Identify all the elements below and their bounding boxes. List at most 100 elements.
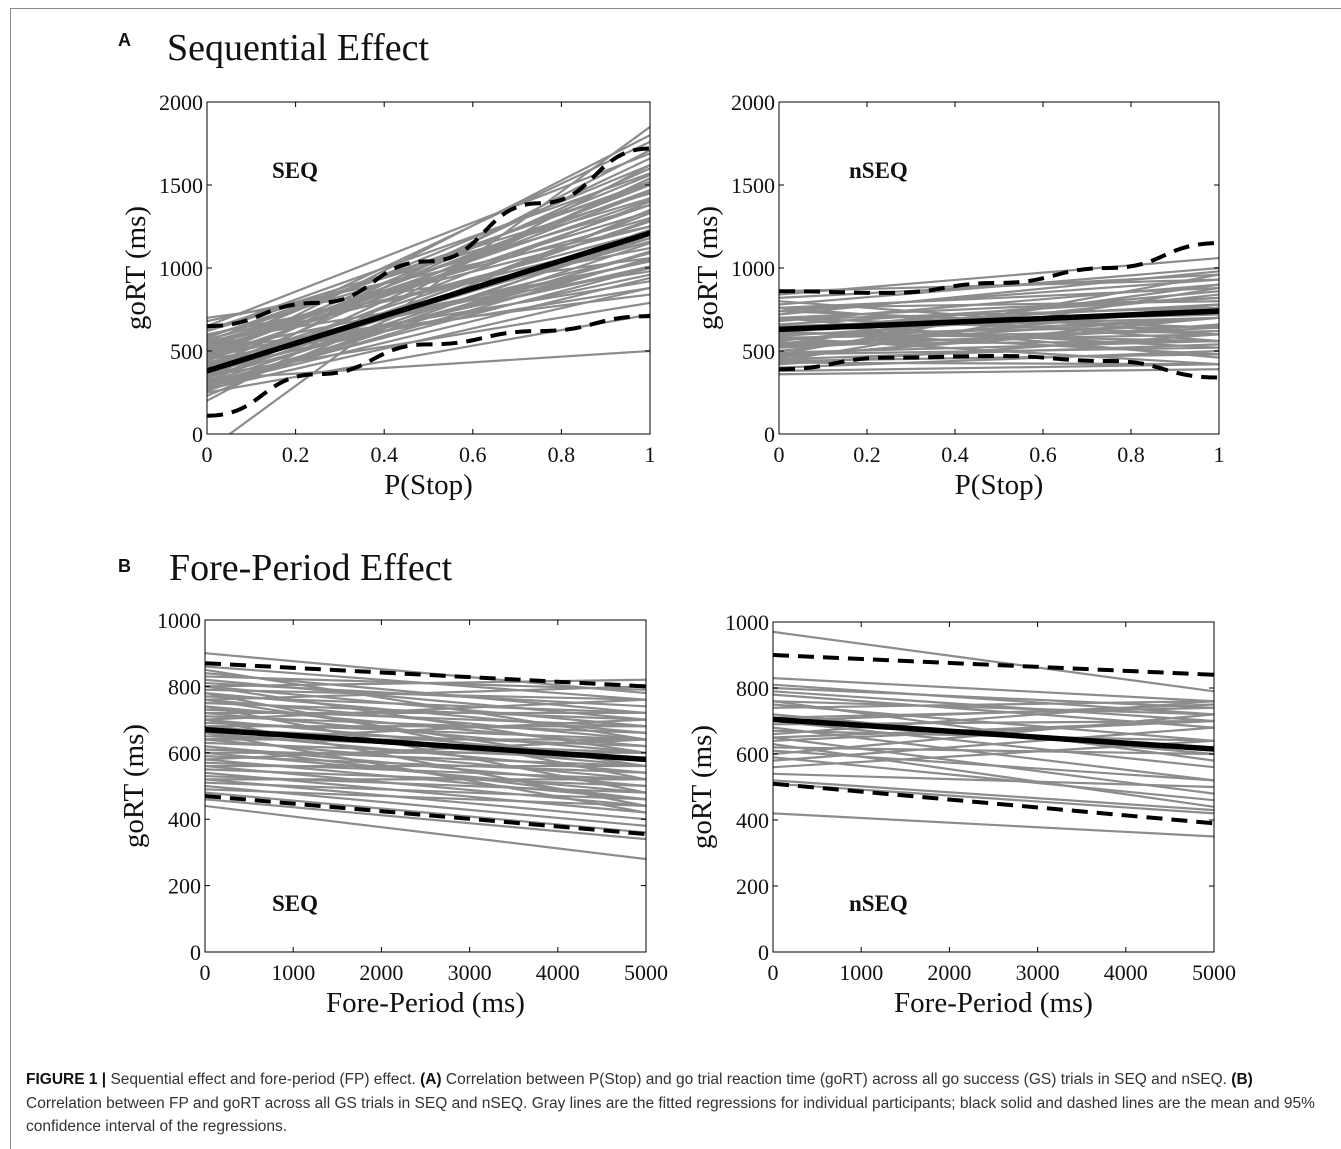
panel-a-letter: A	[118, 30, 131, 50]
caption-intro: Sequential effect and fore-period (FP) e…	[106, 1071, 421, 1088]
plot-area	[205, 652, 646, 861]
x-tick-label: 2000	[927, 960, 971, 985]
individual-regression-line	[205, 738, 646, 761]
y-tick-label: 800	[736, 676, 769, 701]
individual-regression-line	[207, 203, 650, 338]
ci-upper-line	[779, 241, 1219, 295]
y-tick-label: 1000	[159, 256, 203, 281]
y-tick-label: 400	[168, 807, 201, 832]
x-tick-label: 0.8	[1117, 442, 1145, 467]
individual-regression-line	[779, 316, 1219, 336]
individual-regression-line	[205, 668, 646, 741]
individual-regression-line	[773, 630, 1214, 693]
individual-regression-line	[207, 225, 650, 323]
individual-regression-line	[779, 300, 1219, 309]
individual-regression-line	[207, 203, 650, 359]
individual-regression-line	[773, 779, 1214, 812]
ci-upper-line	[773, 653, 1214, 677]
x-tick-label: 4000	[536, 960, 580, 985]
y-tick-label: 1000	[157, 608, 201, 633]
x-tick-label: 1000	[271, 960, 315, 985]
individual-regression-line	[773, 700, 1214, 716]
mean-regression-line	[207, 230, 650, 374]
y-tick-label: 500	[742, 339, 775, 364]
condition-label: nSEQ	[849, 891, 908, 916]
individual-regression-line	[205, 788, 646, 808]
individual-regression-line	[207, 349, 650, 381]
individual-regression-line	[205, 768, 646, 788]
y-tick-label: 0	[192, 422, 203, 447]
y-axis-label: goRT (ms)	[692, 206, 724, 330]
x-tick-label: 0.4	[370, 442, 398, 467]
individual-regression-line	[779, 286, 1219, 363]
individual-regression-line	[205, 745, 646, 801]
individual-regression-line	[205, 755, 646, 774]
x-tick-label: 0.8	[548, 442, 576, 467]
caption-a-text: Correlation between P(Stop) and go trial…	[441, 1071, 1232, 1088]
caption-a-tag: (A)	[420, 1071, 442, 1088]
x-tick-label: 5000	[1192, 960, 1236, 985]
panel-a-title: Sequential Effect	[167, 27, 430, 69]
individual-regression-line	[773, 756, 1214, 802]
y-tick-label: 200	[168, 874, 201, 899]
y-axis-label: goRT (ms)	[120, 206, 152, 330]
individual-regression-line	[779, 361, 1219, 366]
individual-regression-line	[207, 140, 650, 352]
individual-regression-line	[773, 690, 1214, 723]
individual-regression-line	[207, 152, 650, 328]
mean-regression-line	[779, 308, 1219, 333]
y-tick-label: 800	[168, 674, 201, 699]
y-axis-label: goRT (ms)	[686, 725, 718, 849]
individual-regression-line	[205, 715, 646, 734]
y-tick-label: 500	[170, 339, 203, 364]
individual-regression-line	[205, 678, 646, 688]
individual-regression-line	[205, 685, 646, 701]
individual-regression-line	[779, 363, 1219, 373]
y-tick-label: 200	[736, 874, 769, 899]
individual-regression-line	[207, 260, 650, 353]
x-tick-label: 0.2	[282, 442, 310, 467]
chart-seq-pstop: 0 0.2 0.4 0.6 0.8 1 0 500 1000 1500 2000 P(Stop) goR…	[120, 90, 656, 501]
y-tick-label: 400	[736, 808, 769, 833]
panel-b-title: Fore-Period Effect	[169, 547, 453, 589]
mean-regression-line	[205, 726, 646, 763]
individual-regression-line	[779, 368, 1219, 376]
chart-nseq-fp: 0 1000 2000 3000 4000 5000 0 200 400 600 800 1000 Fo…	[686, 610, 1236, 1019]
axes-box	[778, 101, 1220, 435]
frame-border	[10, 8, 1341, 1149]
y-tick-label: 0	[758, 940, 769, 965]
individual-regression-line	[205, 688, 646, 701]
caption-b-text: Correlation between FP and goRT across a…	[26, 1094, 1315, 1136]
individual-regression-line	[773, 772, 1214, 789]
individual-regression-line	[205, 691, 646, 781]
x-tick-label: 2000	[359, 960, 403, 985]
y-tick-label: 0	[764, 422, 775, 447]
individual-regression-line	[205, 698, 646, 721]
individual-regression-line	[773, 700, 1214, 762]
individual-regression-line	[779, 283, 1219, 323]
x-tick-label: 5000	[624, 960, 668, 985]
individual-regression-line	[205, 781, 646, 801]
charts-canvas: 0 0.2 0.4 0.6 0.8 10500100015002000P(Stop)goR…	[118, 90, 1236, 1019]
individual-regression-line	[773, 726, 1214, 762]
individual-regression-line	[205, 798, 646, 841]
individual-regression-line	[207, 251, 650, 364]
y-tick-label: 1500	[159, 173, 203, 198]
y-axis-label: goRT (ms)	[118, 724, 150, 848]
caption-label: FIGURE 1 |	[26, 1071, 107, 1088]
x-tick-label: 1	[645, 442, 656, 467]
x-axis-label: Fore-Period (ms)	[894, 987, 1093, 1019]
axes-box	[772, 621, 1215, 953]
individual-regression-line	[779, 283, 1219, 346]
y-tick-label: 2000	[731, 90, 775, 115]
plot-area	[207, 126, 650, 434]
panel-b-letter: B	[118, 556, 131, 576]
condition-label: SEQ	[272, 891, 318, 916]
mean-regression-line	[773, 716, 1214, 752]
ci-lower-line	[207, 314, 650, 418]
y-tick-label: 1000	[725, 610, 769, 635]
x-axis-label: P(Stop)	[955, 469, 1044, 501]
plot-area	[773, 630, 1214, 838]
x-tick-label: 1	[1214, 442, 1225, 467]
